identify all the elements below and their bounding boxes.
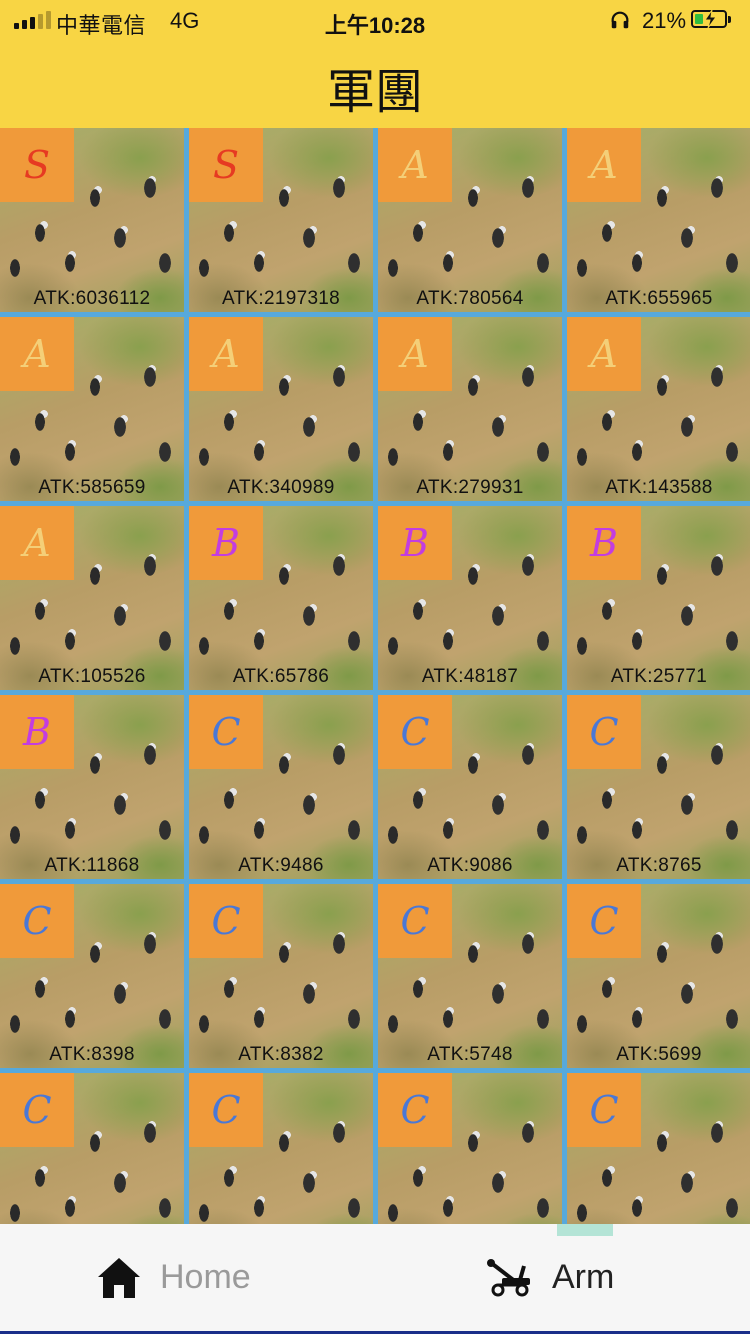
attack-value: ATK:48187 xyxy=(421,666,519,687)
attack-value: ATK:279931 xyxy=(416,477,524,498)
unit-card[interactable]: C ATK:5748 xyxy=(378,884,562,1068)
headphones-icon xyxy=(611,11,629,29)
unit-card[interactable]: S ATK:6036112 xyxy=(0,128,184,312)
unit-card[interactable]: A ATK:585659 xyxy=(0,317,184,501)
unit-card[interactable]: B ATK:11868 xyxy=(0,695,184,879)
unit-card[interactable]: B ATK:25771 xyxy=(567,506,750,690)
signal-strength-icon xyxy=(14,11,51,29)
attack-value: ATK:5699 xyxy=(616,1044,702,1065)
app-header: 中華電信 4G 上午10:28 21% 軍團 xyxy=(0,0,750,128)
rank-badge: A xyxy=(378,317,452,391)
unit-card[interactable]: C ATK:9486 xyxy=(189,695,373,879)
attack-value: ATK:65786 xyxy=(232,666,330,687)
home-icon xyxy=(98,1257,140,1298)
rank-badge: C xyxy=(0,1073,74,1147)
battery-percent: 21% xyxy=(642,8,687,33)
rank-badge: C xyxy=(378,1073,452,1147)
status-time: 上午10:28 xyxy=(324,13,426,38)
attack-value: ATK:585659 xyxy=(38,477,146,498)
rank-badge: C xyxy=(189,1073,263,1147)
attack-value: ATK:8398 xyxy=(49,1044,135,1065)
attack-value: ATK:25771 xyxy=(610,666,708,687)
rank-badge: A xyxy=(189,317,263,391)
attack-value: ATK:2197318 xyxy=(221,288,341,309)
unit-card[interactable]: A ATK:105526 xyxy=(0,506,184,690)
attack-value: ATK:340989 xyxy=(227,477,335,498)
tab-home[interactable]: Home xyxy=(96,1224,251,1331)
rank-badge: C xyxy=(567,695,641,769)
rank-badge: C xyxy=(567,884,641,958)
unit-card[interactable]: A ATK:655965 xyxy=(567,128,750,312)
unit-card[interactable]: C xyxy=(567,1073,750,1224)
catapult-icon xyxy=(487,1258,530,1296)
attack-value: ATK:9086 xyxy=(427,855,513,876)
tab-arm-label: Arm xyxy=(552,1258,615,1296)
unit-card[interactable]: A ATK:143588 xyxy=(567,317,750,501)
unit-card[interactable]: C ATK:8382 xyxy=(189,884,373,1068)
rank-badge: C xyxy=(378,884,452,958)
rank-badge: A xyxy=(0,506,74,580)
rank-badge: C xyxy=(0,884,74,958)
attack-value: ATK:8765 xyxy=(616,855,702,876)
unit-card[interactable]: B ATK:65786 xyxy=(189,506,373,690)
unit-card[interactable]: C xyxy=(189,1073,373,1224)
unit-grid: S ATK:6036112 S ATK:2197318 A ATK:780564 A ATK:… xyxy=(0,128,750,1224)
rank-badge: S xyxy=(189,128,263,202)
attack-value: ATK:143588 xyxy=(605,477,713,498)
battery-icon xyxy=(691,9,731,29)
attack-value: ATK:5748 xyxy=(427,1044,513,1065)
attack-value: ATK:6036112 xyxy=(33,288,151,309)
unit-card[interactable]: C xyxy=(378,1073,562,1224)
network-type: 4G xyxy=(170,8,200,33)
attack-value: ATK:11868 xyxy=(44,855,140,876)
unit-card[interactable]: C ATK:5699 xyxy=(567,884,750,1068)
rank-badge: C xyxy=(567,1073,641,1147)
tab-arm[interactable]: Arm xyxy=(486,1224,614,1331)
unit-card[interactable]: A ATK:780564 xyxy=(378,128,562,312)
attack-value: ATK:9486 xyxy=(238,855,324,876)
rank-badge: B xyxy=(0,695,74,769)
unit-card[interactable]: S ATK:2197318 xyxy=(189,128,373,312)
unit-card[interactable]: C ATK:8765 xyxy=(567,695,750,879)
tab-home-label: Home xyxy=(160,1258,251,1296)
rank-badge: B xyxy=(189,506,263,580)
rank-badge: A xyxy=(567,317,641,391)
rank-badge: B xyxy=(378,506,452,580)
rank-badge: A xyxy=(378,128,452,202)
carrier-name: 中華電信 xyxy=(56,13,147,38)
unit-card[interactable]: C ATK:8398 xyxy=(0,884,184,1068)
unit-card[interactable]: A ATK:340989 xyxy=(189,317,373,501)
rank-badge: C xyxy=(189,695,263,769)
selected-tab-indicator xyxy=(557,1224,613,1236)
unit-card[interactable]: C ATK:9086 xyxy=(378,695,562,879)
rank-badge: A xyxy=(0,317,74,391)
status-bar: 中華電信 4G 上午10:28 21% xyxy=(0,0,750,42)
rank-badge: S xyxy=(0,128,74,202)
rank-badge: C xyxy=(378,695,452,769)
attack-value: ATK:8382 xyxy=(238,1044,324,1065)
attack-value: ATK:655965 xyxy=(605,288,713,309)
tab-bar: Home Arm xyxy=(0,1224,750,1334)
unit-card[interactable]: B ATK:48187 xyxy=(378,506,562,690)
rank-badge: B xyxy=(567,506,641,580)
tab-bar-bottom-border xyxy=(0,1331,750,1334)
attack-value: ATK:780564 xyxy=(416,288,524,309)
unit-card[interactable]: A ATK:279931 xyxy=(378,317,562,501)
unit-card[interactable]: C xyxy=(0,1073,184,1224)
page-title: 軍團 xyxy=(326,66,423,119)
rank-badge: C xyxy=(189,884,263,958)
rank-badge: A xyxy=(567,128,641,202)
attack-value: ATK:105526 xyxy=(38,666,146,687)
